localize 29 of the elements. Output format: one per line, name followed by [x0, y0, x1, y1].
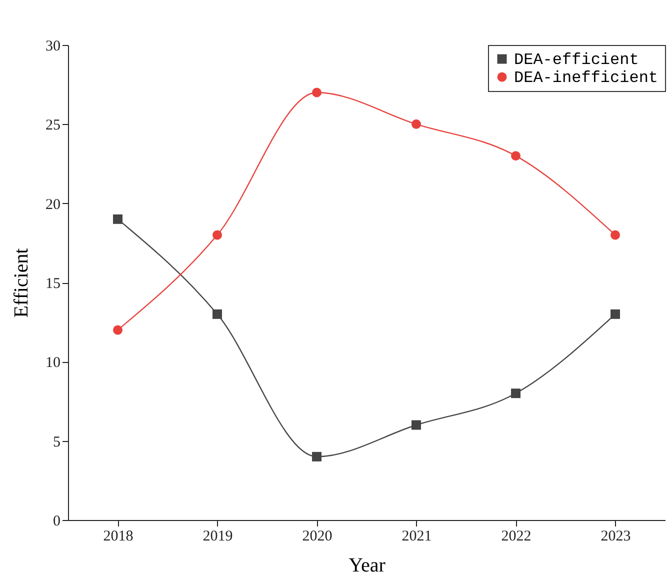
y-tick-label: 15 — [46, 276, 60, 292]
point — [412, 119, 421, 129]
point — [113, 214, 122, 224]
legend-label: DEA-inefficient — [514, 69, 658, 87]
y-tick-label: 25 — [46, 118, 60, 134]
point — [312, 452, 322, 462]
point — [511, 151, 520, 161]
y-tick-label: 30 — [46, 38, 60, 54]
point — [212, 309, 222, 319]
x-tick-label: 2021 — [402, 528, 432, 544]
x-tick-label: 2020 — [302, 528, 332, 544]
x-tick-label: 2018 — [103, 528, 134, 544]
point — [412, 420, 421, 430]
x-axis-title: Year — [348, 554, 386, 576]
legend-label: DEA-efficient — [514, 51, 639, 69]
x-tick-label: 2022 — [501, 528, 532, 544]
point — [610, 309, 620, 319]
point — [113, 325, 122, 335]
x-tick-label: 2019 — [202, 528, 233, 544]
point — [312, 88, 322, 98]
point — [610, 230, 620, 240]
y-tick-label: 20 — [46, 196, 60, 213]
point — [212, 230, 222, 240]
y-axis-title: Efficient — [10, 248, 32, 318]
y-tick-label: 5 — [53, 434, 60, 450]
x-tick-label: 2023 — [600, 528, 631, 544]
y-tick-label: 0 — [53, 514, 60, 530]
point — [511, 388, 520, 398]
y-tick-label: 10 — [46, 355, 60, 372]
